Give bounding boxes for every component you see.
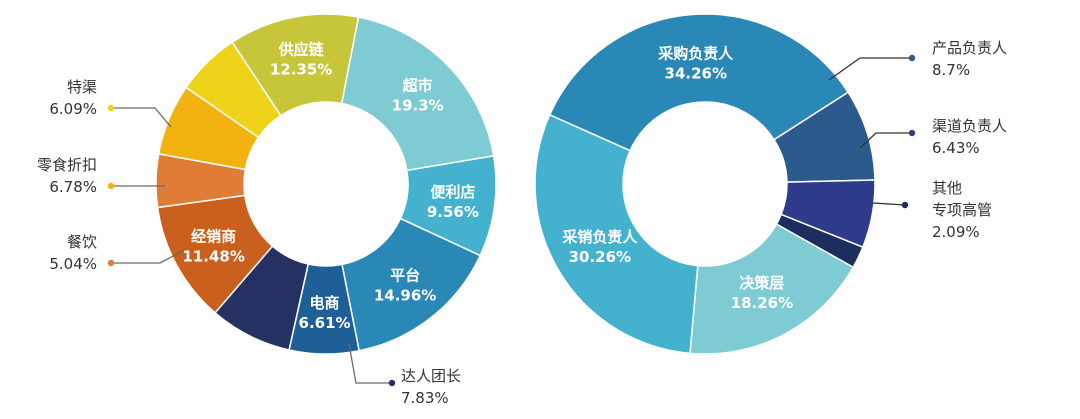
slice-value-0: 19.3% (392, 97, 444, 115)
slice-value-7: 6.78% (49, 178, 97, 196)
leader-line-1 (828, 57, 912, 81)
leader-dot-7 (107, 182, 115, 190)
slice-value-2: 6.43% (932, 139, 980, 157)
slice-label-4: 达人团长 (401, 367, 461, 385)
slice-value-6: 5.04% (49, 255, 97, 273)
slice-label-3-1: 专项高管 (932, 201, 992, 219)
slice-label-4: 决策层 (739, 274, 784, 292)
slice-4 (689, 223, 855, 355)
leader-dot-8 (107, 104, 115, 112)
slice-value-1: 8.7% (932, 61, 970, 79)
leader-line-2 (859, 132, 912, 149)
slice-value-5: 30.26% (569, 248, 631, 266)
leader-dot-4 (388, 379, 396, 387)
leader-dot-1 (908, 54, 916, 62)
slice-label-2: 平台 (390, 267, 420, 285)
leader-dot-2 (908, 129, 916, 137)
slice-5 (534, 113, 699, 355)
slice-label-3: 电商 (310, 294, 340, 312)
leader-line-4 (348, 343, 392, 384)
leader-dot-3 (901, 201, 909, 209)
slice-label-2: 渠道负责人 (932, 117, 1007, 135)
slice-9 (231, 13, 360, 117)
slice-label-1: 产品负责人 (932, 39, 1007, 57)
slice-label-7: 零食折扣 (37, 156, 97, 174)
donut-chart-1: 超市 19.3% 便利店 9.56% 平台 14.96% 电商 6.61% 达人团长 7.83% 经… (37, 13, 497, 407)
slice-label-1: 便利店 (430, 183, 475, 201)
slice-label-9: 供应链 (278, 40, 325, 58)
slice-label-8: 特渠 (67, 78, 97, 96)
slice-value-9: 12.35% (270, 60, 332, 78)
slice-value-8: 6.09% (49, 100, 97, 118)
slice-value-2: 14.96% (374, 287, 436, 305)
slice-value-0: 34.26% (665, 64, 727, 82)
slice-value-3: 2.09% (932, 223, 980, 241)
slice-label-5: 经销商 (191, 227, 236, 245)
slice-label-0: 采购负责人 (657, 44, 734, 62)
slice-label-5: 采销负责人 (561, 228, 638, 246)
slice-value-3: 6.61% (299, 314, 351, 332)
slice-label-6: 餐饮 (67, 233, 97, 251)
slice-0 (548, 13, 850, 152)
slice-value-4: 18.26% (731, 294, 793, 312)
slice-value-1: 9.56% (427, 203, 479, 221)
slice-value-5: 11.48% (182, 247, 244, 265)
leader-line-8 (111, 107, 172, 128)
slice-label-3-0: 其他 (932, 179, 962, 197)
slice-0 (340, 16, 495, 172)
slice-label-0: 超市 (402, 77, 433, 95)
leader-line-3 (872, 202, 906, 206)
leader-dot-6 (107, 259, 115, 267)
leader-line-6 (111, 250, 184, 264)
slice-value-4: 7.83% (401, 389, 449, 407)
